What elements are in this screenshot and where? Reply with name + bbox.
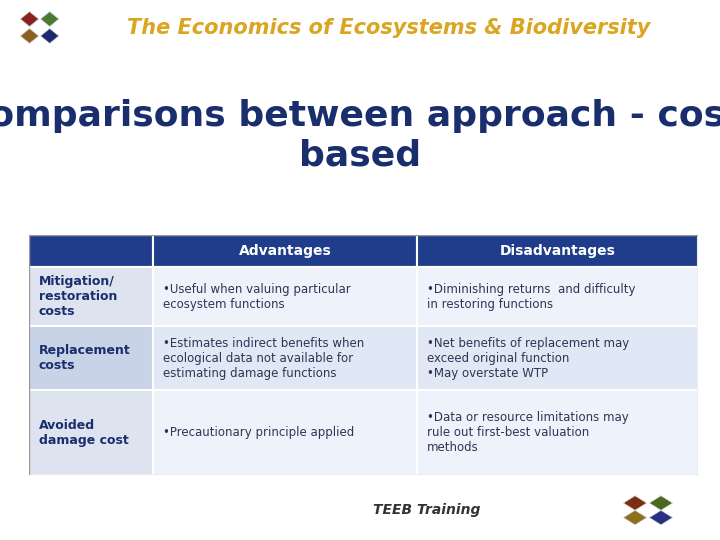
Bar	[153, 267, 417, 326]
Text: •Data or resource limitations may
rule out first-best valuation
methods: •Data or resource limitations may rule o…	[427, 411, 629, 454]
Text: Comparisons between approach - cost-
based: Comparisons between approach - cost- bas…	[0, 99, 720, 173]
Polygon shape	[649, 510, 672, 525]
Bar	[417, 390, 698, 475]
Polygon shape	[20, 29, 39, 43]
Polygon shape	[40, 29, 59, 43]
Bar	[417, 235, 698, 267]
Text: •Precautionary principle applied: •Precautionary principle applied	[163, 426, 354, 439]
Bar	[153, 235, 417, 267]
Text: •Diminishing returns  and difficulty
in restoring functions: •Diminishing returns and difficulty in r…	[427, 283, 636, 311]
Bar	[29, 326, 153, 390]
Bar	[153, 390, 417, 475]
Text: •Useful when valuing particular
ecosystem functions: •Useful when valuing particular ecosyste…	[163, 283, 351, 311]
Text: •Net benefits of replacement may
exceed original function
•May overstate WTP: •Net benefits of replacement may exceed …	[427, 336, 629, 380]
Bar	[29, 267, 153, 326]
Text: Replacement
costs: Replacement costs	[39, 344, 130, 372]
Polygon shape	[40, 12, 59, 26]
Bar	[29, 390, 153, 475]
Bar	[417, 326, 698, 390]
Polygon shape	[649, 496, 672, 510]
Text: Mitigation/
restoration
costs: Mitigation/ restoration costs	[39, 275, 117, 318]
Polygon shape	[624, 496, 647, 510]
Polygon shape	[20, 12, 39, 26]
Bar	[29, 235, 153, 267]
Text: Disadvantages: Disadvantages	[500, 244, 616, 258]
Text: •Estimates indirect benefits when
ecological data not available for
estimating d: •Estimates indirect benefits when ecolog…	[163, 336, 364, 380]
Bar	[153, 326, 417, 390]
Text: Avoided
damage cost: Avoided damage cost	[39, 418, 128, 447]
Bar	[417, 267, 698, 326]
Polygon shape	[624, 510, 647, 525]
Text: The Economics of Ecosystems & Biodiversity: The Economics of Ecosystems & Biodiversi…	[127, 17, 650, 37]
Text: Advantages: Advantages	[238, 244, 331, 258]
Text: TEEB Training: TEEB Training	[373, 503, 481, 517]
